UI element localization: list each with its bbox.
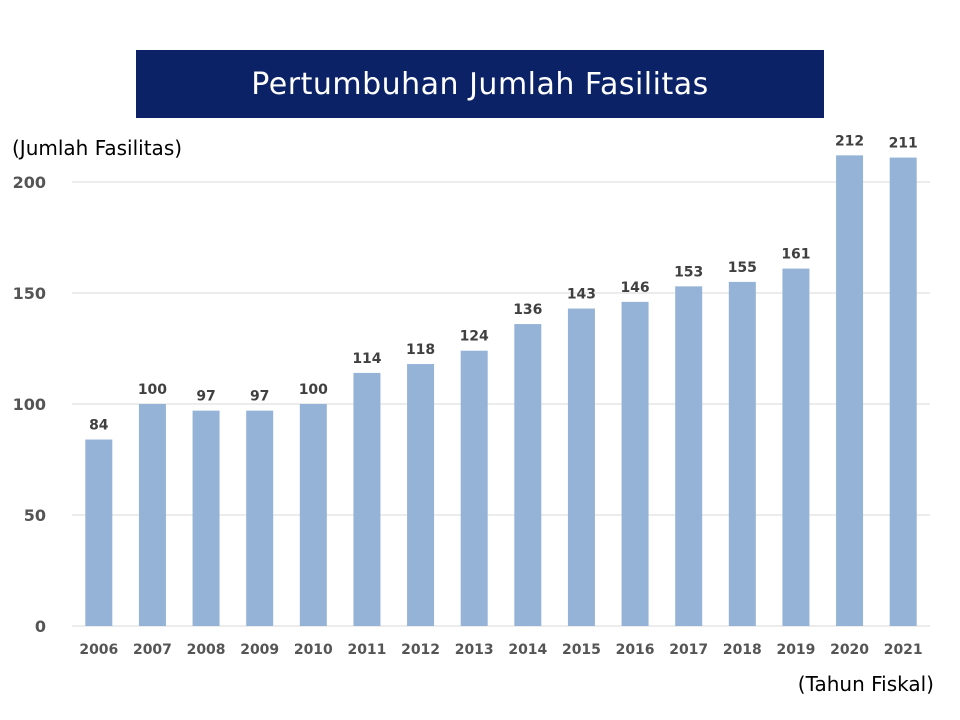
chart-title: Pertumbuhan Jumlah Fasilitas (251, 66, 709, 102)
y-axis-label: (Jumlah Fasilitas) (12, 136, 183, 160)
bar-value-label-2006: 84 (89, 418, 109, 434)
bar-value-label-2019: 161 (781, 247, 810, 263)
y-tick-label: 100 (13, 395, 46, 414)
bar-2014 (514, 324, 542, 626)
x-tick-label-2016: 2016 (616, 642, 655, 658)
x-tick-label-2015: 2015 (562, 642, 601, 658)
bar-2012 (407, 364, 435, 626)
y-tick-label: 200 (13, 173, 46, 192)
bar-value-label-2010: 100 (299, 382, 328, 398)
bar-2009 (246, 410, 274, 626)
bar-2020 (836, 155, 864, 627)
bar-value-label-2016: 146 (620, 280, 649, 296)
x-tick-label-2012: 2012 (401, 642, 440, 658)
bar-value-label-2009: 97 (250, 389, 269, 405)
x-tick-label-2009: 2009 (240, 642, 279, 658)
x-tick-label-2013: 2013 (455, 642, 494, 658)
bar-2016 (621, 301, 649, 626)
bar-value-labels: 84 100 97 97 100 114 118 124 136 143 146 153 155 161 2… (89, 133, 918, 433)
chart-title-box: Pertumbuhan Jumlah Fasilitas (136, 50, 824, 118)
bar-value-label-2017: 153 (674, 264, 703, 280)
y-tick-label: 150 (13, 284, 46, 303)
bar-2021 (889, 157, 917, 626)
bar-value-label-2020: 212 (835, 133, 864, 149)
bar-value-label-2012: 118 (406, 342, 435, 358)
y-tick-label: 0 (35, 617, 46, 636)
x-tick-label-2010: 2010 (294, 642, 333, 658)
bar-value-label-2011: 114 (352, 351, 381, 367)
bar-2015 (567, 308, 595, 626)
bar-2006 (85, 439, 113, 626)
bar-2010 (299, 404, 327, 626)
x-tick-label-2014: 2014 (508, 642, 547, 658)
bar-value-label-2015: 143 (567, 287, 596, 303)
x-tick-label-2020: 2020 (830, 642, 869, 658)
bar-2018 (728, 281, 756, 626)
y-tick-label: 50 (24, 506, 46, 525)
bar-value-label-2021: 211 (889, 136, 918, 152)
bar-2019 (782, 268, 810, 626)
bar-2017 (675, 286, 703, 626)
bar-value-label-2007: 100 (138, 382, 167, 398)
x-tick-labels: 2006 2007 2008 2009 2010 2011 2012 2013 2014 2015… (79, 642, 922, 658)
bar-2011 (353, 372, 381, 626)
x-tick-label-2018: 2018 (723, 642, 762, 658)
bar-2008 (192, 410, 220, 626)
bar-value-label-2008: 97 (196, 389, 215, 405)
x-tick-label-2021: 2021 (884, 642, 923, 658)
x-tick-label-2019: 2019 (776, 642, 815, 658)
bar-value-label-2018: 155 (728, 260, 757, 276)
bars (85, 155, 917, 627)
bar-2007 (138, 404, 166, 626)
x-tick-label-2017: 2017 (669, 642, 708, 658)
bar-value-label-2014: 136 (513, 302, 542, 318)
x-tick-label-2008: 2008 (187, 642, 226, 658)
x-tick-label-2007: 2007 (133, 642, 172, 658)
x-tick-label-2006: 2006 (79, 642, 118, 658)
y-tick-labels: 0 50 100 150 200 (13, 173, 46, 636)
bar-2013 (460, 350, 488, 626)
x-tick-label-2011: 2011 (347, 642, 386, 658)
x-axis-label: (Tahun Fiskal) (797, 672, 934, 696)
bar-value-label-2013: 124 (460, 329, 489, 345)
